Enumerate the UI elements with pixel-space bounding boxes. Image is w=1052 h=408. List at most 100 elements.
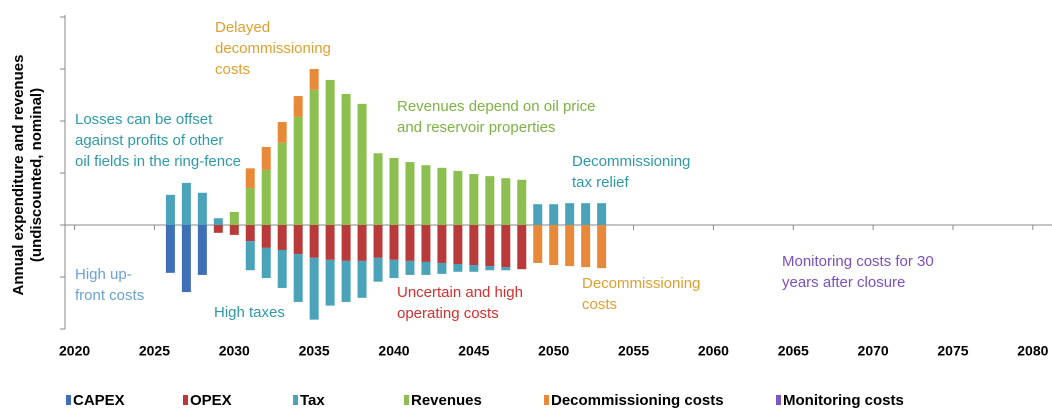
bar [293, 96, 303, 117]
bar [453, 170, 463, 225]
annotation: Decommissioning [582, 275, 700, 292]
legend-swatch [776, 395, 781, 405]
x-tick-label: 2030 [219, 343, 250, 359]
annotation: against profits of other [75, 132, 223, 149]
bar [341, 260, 351, 302]
bar [533, 204, 543, 225]
annotation: costs [582, 296, 617, 313]
bar [581, 225, 591, 268]
bar [437, 262, 447, 274]
bar [261, 169, 271, 225]
bar [485, 176, 495, 225]
bar [421, 165, 431, 225]
bar [261, 147, 271, 170]
x-tick-label: 2055 [618, 343, 649, 359]
bar [549, 204, 559, 225]
bar [165, 225, 175, 273]
annotation: and reservoir properties [397, 119, 555, 136]
bar [229, 212, 239, 225]
x-tick-label: 2035 [299, 343, 330, 359]
bar [421, 225, 431, 262]
legend-label: Monitoring costs [783, 392, 904, 408]
annotation: Revenues depend on oil price [397, 98, 595, 115]
bar [309, 257, 319, 320]
bar [213, 225, 223, 233]
x-tick-label: 2040 [378, 343, 409, 359]
bar [373, 153, 383, 225]
bar [341, 225, 351, 261]
x-tick-label: 2070 [858, 343, 889, 359]
y-axis-label-line: (undiscounted, nominal) [28, 88, 45, 262]
bar [325, 79, 335, 225]
bar [533, 225, 543, 263]
bar [517, 179, 527, 225]
bar [405, 260, 415, 275]
x-tick-label: 2065 [778, 343, 809, 359]
bar [197, 192, 207, 225]
annotation: Losses can be offset [75, 111, 213, 128]
bar [485, 225, 495, 267]
annotation: High taxes [214, 304, 285, 321]
bar [501, 178, 511, 225]
bar [437, 167, 447, 225]
bar [245, 225, 255, 242]
bar [277, 122, 287, 143]
bar [389, 259, 399, 279]
bar [597, 203, 607, 225]
bar [277, 225, 287, 250]
bar [325, 225, 335, 260]
bar [293, 254, 303, 302]
bar [357, 260, 367, 298]
annotation: costs [215, 61, 250, 78]
legend-label: CAPEX [73, 392, 125, 408]
bar [325, 259, 335, 306]
legend-swatch [293, 395, 298, 405]
bar [245, 168, 255, 189]
bar [501, 267, 511, 271]
bar [245, 241, 255, 271]
bar [453, 264, 463, 272]
annotation: High up- [75, 266, 132, 283]
bar [277, 142, 287, 225]
x-tick-label: 2075 [937, 343, 968, 359]
legend-label: Tax [300, 392, 325, 408]
legend-swatch [544, 395, 549, 405]
bar [453, 225, 463, 264]
legend-swatch [183, 395, 188, 405]
bar [309, 225, 319, 258]
annotation: operating costs [397, 305, 499, 322]
bar [437, 225, 447, 263]
annotation: Decommissioning [572, 153, 690, 170]
bar [261, 225, 271, 248]
annotation: oil fields in the ring-fence [75, 153, 241, 170]
x-tick-label: 2025 [139, 343, 170, 359]
bar [405, 162, 415, 225]
bar [517, 225, 527, 270]
bar [373, 225, 383, 258]
annotation: years after closure [782, 274, 905, 291]
bar [549, 225, 559, 266]
legend-label: OPEX [190, 392, 232, 408]
bar [229, 225, 239, 235]
bar [389, 225, 399, 260]
bar [357, 225, 367, 261]
bar [469, 225, 479, 266]
bar [197, 225, 207, 275]
bar [485, 266, 495, 271]
bar [405, 225, 415, 261]
y-axis-label: Annual expenditure and revenues(undiscou… [10, 55, 45, 296]
x-tick-label: 2020 [59, 343, 90, 359]
bar [373, 257, 383, 282]
annotation: front costs [75, 287, 144, 304]
bar [389, 157, 399, 225]
bar [213, 218, 223, 225]
bar [469, 265, 479, 272]
bar [277, 249, 287, 288]
bar [181, 182, 191, 225]
bar [341, 93, 351, 226]
x-tick-label: 2045 [458, 343, 489, 359]
bar [309, 89, 319, 225]
x-tick-label: 2080 [1017, 343, 1048, 359]
bar [181, 225, 191, 293]
